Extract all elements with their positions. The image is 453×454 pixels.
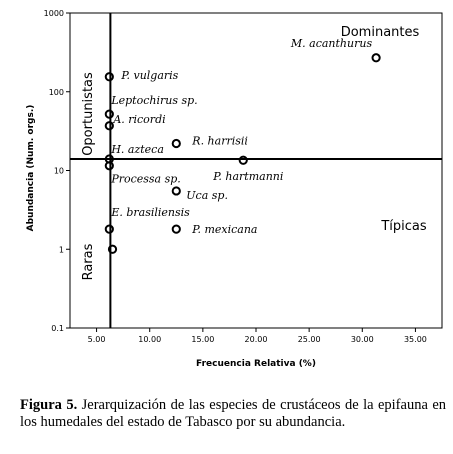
- data-point-label: P. mexicana: [191, 223, 257, 236]
- x-tick-label: 25.00: [298, 335, 321, 344]
- data-point-label: A. ricordi: [112, 113, 165, 126]
- quadrant-label-dominantes: Dominantes: [341, 25, 420, 40]
- y-axis-title: Abundancia (Num. orgs.): [26, 105, 36, 232]
- data-point-label: P. hartmanni: [212, 170, 283, 183]
- data-point-label: R. harrisii: [191, 135, 248, 148]
- figure-caption: Figura 5. Jerarquización de las especies…: [20, 397, 446, 431]
- figure-caption-text: Jerarquización de las especies de crustá…: [20, 397, 446, 430]
- data-point: [104, 161, 114, 171]
- y-tick-label: 1: [59, 245, 64, 254]
- scatter-chart: 5.00 10.00 15.00 20.00 25.00 30.00 35.00 0.1 1 1…: [26, 9, 443, 369]
- quadrant-label-raras: Raras: [81, 243, 96, 280]
- data-point-label: E. brasiliensis: [110, 206, 190, 219]
- data-point-label: P. vulgaris: [120, 69, 178, 82]
- y-tick-label: 0.1: [51, 324, 64, 333]
- y-tick-label: 1000: [44, 9, 64, 18]
- data-points: M. acanthurus P. vulgaris Leptochirus sp. A…: [104, 37, 381, 254]
- x-tick-label: 35.00: [404, 335, 427, 344]
- data-point: [104, 224, 114, 234]
- data-point: [107, 244, 118, 254]
- data-point: [171, 186, 181, 196]
- x-tick-label: 15.00: [191, 335, 214, 344]
- quadrant-label-tipicas: Típicas: [380, 219, 427, 234]
- data-point: [104, 121, 114, 131]
- figure-caption-prefix: Figura 5.: [20, 397, 78, 413]
- x-tick-label: 10.00: [138, 335, 161, 344]
- y-tick-label: 10: [54, 167, 64, 176]
- data-point: [371, 53, 381, 63]
- x-tick-label: 30.00: [351, 335, 374, 344]
- data-point-label: Leptochirus sp.: [110, 94, 197, 107]
- data-point: [238, 155, 248, 165]
- x-tick-label: 20.00: [245, 335, 268, 344]
- y-axis-ticks: 0.1 1 10 100 1000: [44, 9, 70, 333]
- x-axis-ticks: 5.00 10.00 15.00 20.00 25.00 30.00 35.00: [88, 328, 427, 344]
- x-axis-title: Frecuencia Relativa (%): [196, 359, 316, 369]
- data-point-label: M. acanthurus: [290, 37, 373, 50]
- data-point-label: Processa sp.: [110, 173, 180, 186]
- quadrant-label-oportunistas: Oportunistas: [81, 72, 96, 156]
- data-point: [104, 72, 114, 82]
- data-point-label: Uca sp.: [186, 189, 228, 202]
- y-tick-label: 100: [49, 88, 64, 97]
- data-point: [171, 138, 181, 149]
- x-tick-label: 5.00: [88, 335, 106, 344]
- data-point: [171, 224, 181, 234]
- data-point: [104, 109, 114, 119]
- data-point-label: H. azteca: [110, 143, 164, 156]
